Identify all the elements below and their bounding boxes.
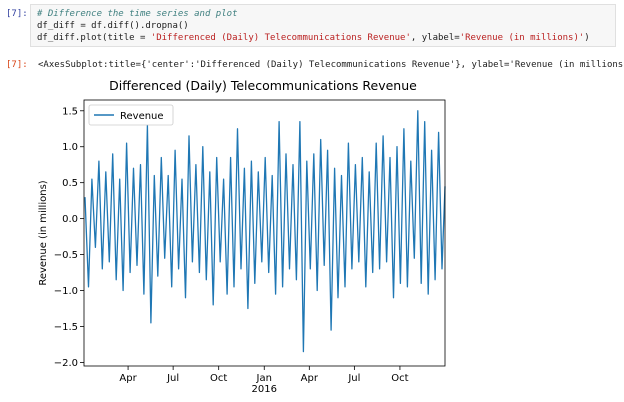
- y-tick-label: −1.5: [54, 322, 78, 333]
- y-tick-label: 0.5: [62, 178, 78, 189]
- line-chart: Differenced (Daily) Telecommunications R…: [38, 78, 446, 395]
- y-tick-label: 0.0: [62, 214, 78, 225]
- code-token: , ylabel=: [410, 33, 460, 43]
- x-tick-label: Jul: [166, 373, 179, 384]
- x-tick-label: Jul: [347, 373, 360, 384]
- year-label: 2016: [252, 384, 277, 395]
- code-line: # Difference the time series and plot: [37, 8, 615, 20]
- code-cell[interactable]: # Difference the time series and plot df_…: [30, 4, 616, 47]
- code-line: df_diff = df.diff().dropna(): [37, 20, 615, 32]
- code-token: 'Differenced (Daily) Telecommunications …: [150, 33, 411, 43]
- y-tick-label: −0.5: [54, 250, 78, 261]
- code-line: df_diff.plot(title = 'Differenced (Daily…: [37, 32, 615, 44]
- code-token: df_diff.plot(title =: [37, 33, 151, 43]
- legend: Revenue: [88, 104, 174, 126]
- x-tick-label: Jan: [256, 373, 272, 384]
- axes-frame: [83, 99, 446, 367]
- code-token: df_diff = df.diff().dropna(): [37, 21, 189, 31]
- y-axis-label: Revenue (in millions): [38, 180, 49, 285]
- y-tick-label: −1.0: [54, 286, 78, 297]
- legend-label: Revenue: [120, 111, 164, 122]
- output-text: <AxesSubplot:title={'center':'Difference…: [38, 60, 624, 70]
- legend-box: [88, 104, 174, 126]
- chart-title: Differenced (Daily) Telecommunications R…: [109, 78, 417, 93]
- x-tick-label: Oct: [210, 373, 227, 384]
- y-tick-label: 1.0: [62, 142, 78, 153]
- x-tick-label: Apr: [119, 373, 137, 384]
- code-token: 'Revenue (in millions)': [459, 33, 585, 43]
- code-token: ): [584, 33, 590, 43]
- y-tick-label: 1.5: [62, 106, 78, 117]
- code-token: # Difference the time series and plot: [37, 9, 238, 19]
- x-tick-label: Oct: [391, 373, 408, 384]
- output-prompt: [7]:: [6, 60, 28, 70]
- x-tick-label: Apr: [301, 373, 319, 384]
- series-line-revenue: [84, 110, 446, 353]
- input-prompt: [7]:: [6, 9, 28, 19]
- y-tick-label: −2.0: [54, 358, 78, 369]
